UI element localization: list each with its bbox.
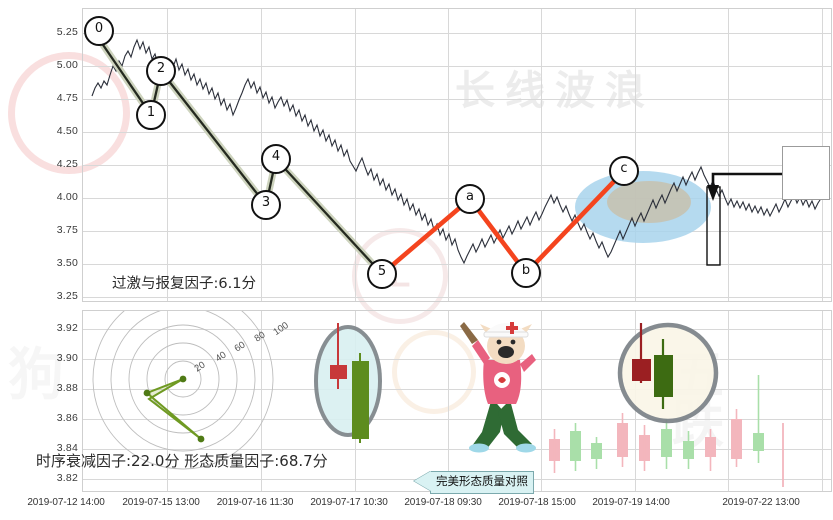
price-line xyxy=(91,38,823,265)
left-candle-pair xyxy=(330,323,369,443)
x-tick-4: 2019-07-18 09:30 xyxy=(404,497,482,508)
y-tick-price-2: 4.75 xyxy=(56,92,78,104)
radar-vertex-3 xyxy=(197,435,205,443)
price-svg xyxy=(91,35,823,278)
right-candle-pair xyxy=(632,323,673,409)
faded-candles xyxy=(549,375,784,487)
bracket-pointer xyxy=(711,172,783,187)
y-tick-vol-3: 3.86 xyxy=(56,412,78,424)
price-y-axis: 5.25 5.00 4.75 4.50 4.25 4.00 3.75 3.50 … xyxy=(0,0,78,520)
bottom-note: 时序衰减因子:22.0分 形态质量因子:68.7分 xyxy=(36,452,328,470)
radar-polygon xyxy=(145,378,202,440)
y-tick-price-4: 4.25 xyxy=(56,158,78,170)
volume-candle-panel[interactable]: 20 40 60 80 100 xyxy=(82,310,832,492)
bracket-pointer-box xyxy=(706,186,721,266)
top-note: 过激与报复因子:6.1分 xyxy=(112,276,256,292)
y-tick-price-6: 3.75 xyxy=(56,224,78,236)
x-tick-5: 2019-07-18 15:00 xyxy=(498,497,576,508)
left-candle-pair-ellipse xyxy=(314,325,382,437)
form-quality-radar xyxy=(92,311,274,470)
wave-label-a[interactable]: a xyxy=(455,184,485,214)
y-tick-price-0: 5.25 xyxy=(56,26,78,38)
wave-label-c[interactable]: c xyxy=(609,156,639,186)
y-tick-price-3: 4.50 xyxy=(56,125,78,137)
x-tick-3: 2019-07-17 10:30 xyxy=(310,497,388,508)
wave-label-1[interactable]: 1 xyxy=(136,100,166,130)
wave-label-b[interactable]: b xyxy=(511,258,541,288)
bottom-svg xyxy=(92,311,784,487)
x-tick-1: 2019-07-15 13:00 xyxy=(122,497,200,508)
impulse-wave-line xyxy=(97,37,384,276)
y-tick-vol-5: 3.82 xyxy=(56,472,78,484)
correction-wave-line xyxy=(379,168,627,277)
y-tick-vol-4: 3.84 xyxy=(56,442,78,454)
callout-label[interactable]: 完美形态质量对照 xyxy=(430,471,534,494)
x-tick-2: 2019-07-16 11:30 xyxy=(216,497,294,508)
wave-label-3[interactable]: 3 xyxy=(251,190,281,220)
radar-vertex-1 xyxy=(179,375,187,383)
wave-label-5[interactable]: 5 xyxy=(367,259,397,289)
volume-y-axis: 3.92 3.90 3.88 3.86 3.84 3.82 xyxy=(0,0,78,520)
y-tick-price-5: 4.00 xyxy=(56,191,78,203)
radar-vertex-2 xyxy=(143,389,151,397)
wave-label-0[interactable]: 0 xyxy=(84,16,114,46)
impulse-wave-halo xyxy=(95,35,386,278)
y-tick-vol-1: 3.90 xyxy=(56,352,78,364)
x-tick-6: 2019-07-19 14:00 xyxy=(592,497,670,508)
x-tick-0: 2019-07-12 14:00 xyxy=(27,497,105,508)
character-frame xyxy=(782,146,830,200)
price-panel[interactable]: 0 1 2 3 4 5 a b c xyxy=(82,8,832,302)
wave-label-4[interactable]: 4 xyxy=(261,144,291,174)
x-tick-7: 2019-07-22 13:00 xyxy=(722,497,800,508)
y-tick-vol-0: 3.92 xyxy=(56,322,78,334)
bracket-pointer-arrow xyxy=(707,185,719,201)
y-tick-price-7: 3.50 xyxy=(56,257,78,269)
wave-label-2[interactable]: 2 xyxy=(146,56,176,86)
y-tick-price-8: 3.25 xyxy=(56,290,78,302)
y-tick-price-1: 5.00 xyxy=(56,59,78,71)
y-tick-vol-2: 3.88 xyxy=(56,382,78,394)
